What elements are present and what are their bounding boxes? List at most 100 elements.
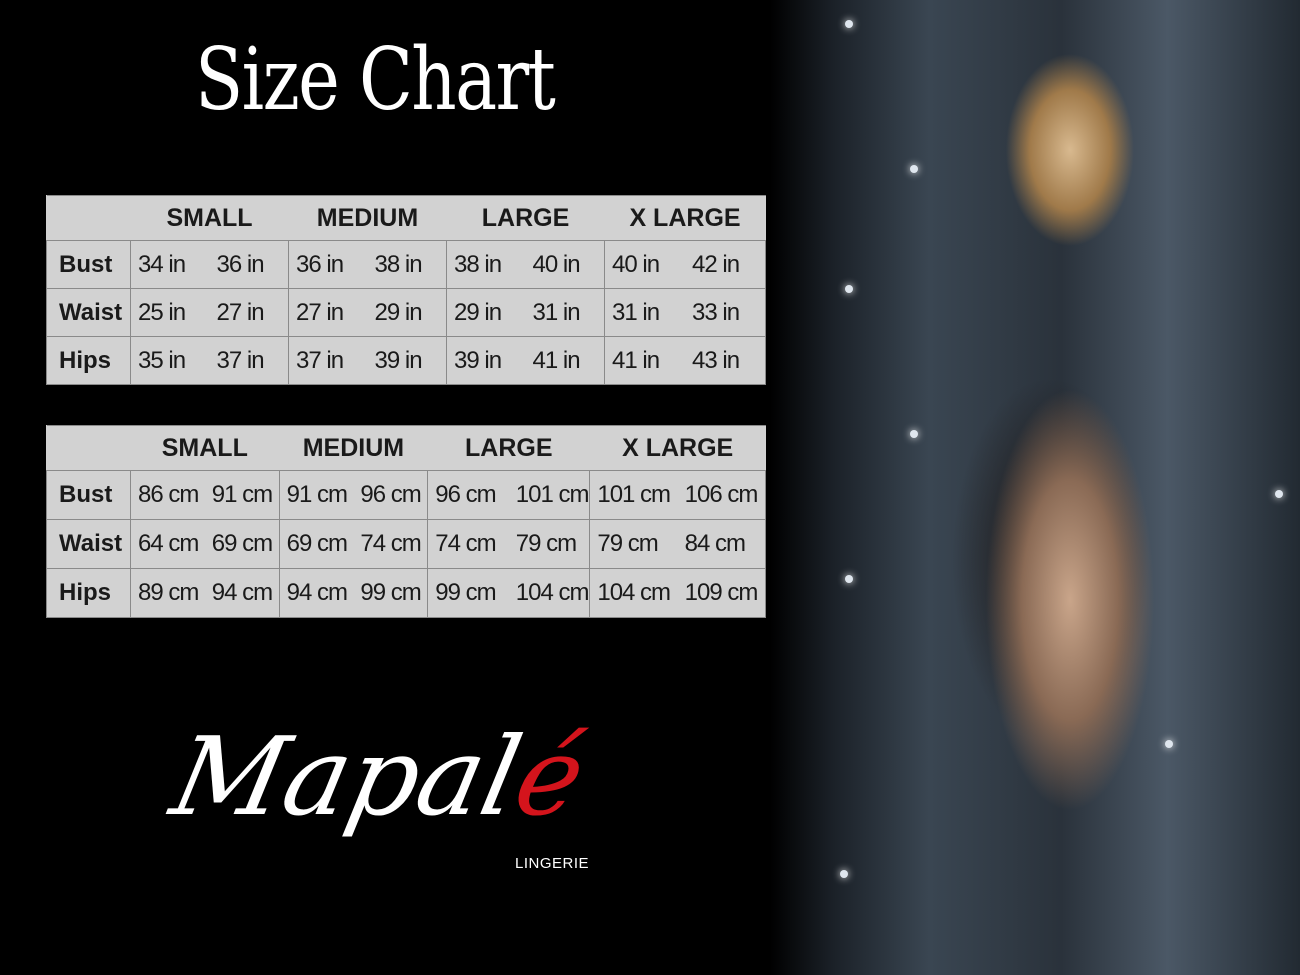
size-cell: 38 in 40 in bbox=[446, 240, 605, 289]
size-cell: 86 cm 91 cm bbox=[130, 470, 280, 520]
size-cell: 37 in 39 in bbox=[288, 336, 447, 385]
size-cell: 101 cm 106 cm bbox=[589, 470, 766, 520]
size-cell: 34 in 36 in bbox=[130, 240, 289, 289]
size-cell: 29 in 31 in bbox=[446, 288, 605, 337]
table-row: Bust 34 in 36 in 36 in 38 in 38 in 40 in 40 in 4… bbox=[46, 240, 766, 289]
brand-subtitle: LINGERIE bbox=[515, 855, 590, 872]
min-value: 99 cm bbox=[435, 579, 496, 606]
max-value: 31 in bbox=[532, 298, 581, 326]
min-value: 38 in bbox=[454, 250, 502, 278]
size-cell: 104 cm 109 cm bbox=[589, 568, 766, 618]
max-value: 29 in bbox=[374, 298, 423, 326]
table-row: Waist 64 cm 69 cm 69 cm 74 cm 74 cm 79 cm 79 cm… bbox=[46, 519, 766, 569]
max-value: 33 in bbox=[692, 298, 740, 326]
size-header: SMALL bbox=[130, 195, 289, 241]
min-value: 29 in bbox=[454, 298, 502, 326]
size-cell: 99 cm 104 cm bbox=[427, 568, 591, 618]
min-value: 64 cm bbox=[138, 530, 199, 557]
max-value: 69 cm bbox=[211, 530, 273, 557]
size-header: X LARGE bbox=[604, 195, 766, 241]
size-header: LARGE bbox=[446, 195, 605, 241]
table-row: Waist 25 in 27 in 27 in 29 in 29 in 31 in 31 in… bbox=[46, 288, 766, 337]
max-value: 99 cm bbox=[360, 579, 421, 606]
max-value: 91 cm bbox=[211, 481, 273, 508]
size-header: X LARGE bbox=[589, 425, 766, 471]
min-value: 86 cm bbox=[138, 481, 199, 508]
size-table-inches: SMALL MEDIUM LARGE X LARGE Bust 34 in 36 in 36 … bbox=[46, 195, 766, 385]
min-value: 89 cm bbox=[138, 579, 199, 606]
size-cell: 74 cm 79 cm bbox=[427, 519, 591, 569]
size-table-cm: SMALL MEDIUM LARGE X LARGE Bust 86 cm 91 cm 91 … bbox=[46, 425, 766, 618]
size-cell: 64 cm 69 cm bbox=[130, 519, 280, 569]
max-value: 84 cm bbox=[684, 530, 746, 557]
size-cell: 69 cm 74 cm bbox=[278, 519, 429, 569]
size-cell: 35 in 37 in bbox=[130, 336, 289, 385]
measurement-label: Hips bbox=[46, 568, 131, 618]
max-value: 39 in bbox=[374, 346, 423, 374]
table-row: Hips 35 in 37 in 37 in 39 in 39 in 41 in 41 in 4… bbox=[46, 336, 766, 385]
max-value: 40 in bbox=[532, 250, 581, 278]
max-value: 37 in bbox=[216, 346, 265, 374]
min-value: 36 in bbox=[296, 250, 344, 278]
min-value: 27 in bbox=[296, 298, 344, 326]
min-value: 31 in bbox=[612, 298, 660, 326]
max-value: 27 in bbox=[216, 298, 265, 326]
measurement-label: Hips bbox=[46, 336, 131, 385]
size-cell: 36 in 38 in bbox=[288, 240, 447, 289]
min-value: 101 cm bbox=[597, 481, 671, 508]
size-cell: 94 cm 99 cm bbox=[278, 568, 429, 618]
model-photo bbox=[770, 0, 1300, 975]
size-header: MEDIUM bbox=[279, 425, 428, 471]
measurement-label: Bust bbox=[46, 240, 131, 289]
min-value: 34 in bbox=[138, 250, 186, 278]
min-value: 69 cm bbox=[286, 530, 348, 557]
size-cell: 89 cm 94 cm bbox=[130, 568, 280, 618]
max-value: 96 cm bbox=[360, 481, 421, 508]
measurement-label: Waist bbox=[46, 288, 131, 337]
min-value: 35 in bbox=[138, 346, 186, 374]
brand-logo: Mapalé bbox=[161, 715, 596, 840]
max-value: 41 in bbox=[532, 346, 581, 374]
min-value: 39 in bbox=[454, 346, 502, 374]
header-row: SMALL MEDIUM LARGE X LARGE bbox=[46, 195, 766, 241]
size-header: MEDIUM bbox=[288, 195, 447, 241]
max-value: 74 cm bbox=[360, 530, 421, 557]
measurement-label: Waist bbox=[46, 519, 131, 569]
min-value: 104 cm bbox=[597, 579, 671, 606]
min-value: 79 cm bbox=[597, 530, 658, 557]
max-value: 79 cm bbox=[515, 530, 577, 557]
min-value: 40 in bbox=[612, 250, 660, 278]
size-cell: 27 in 29 in bbox=[288, 288, 447, 337]
min-value: 74 cm bbox=[435, 530, 496, 557]
size-cell: 41 in 43 in bbox=[604, 336, 766, 385]
max-value: 43 in bbox=[692, 346, 740, 374]
size-cell: 40 in 42 in bbox=[604, 240, 766, 289]
table-row: Hips 89 cm 94 cm 94 cm 99 cm 99 cm 104 cm 104 c… bbox=[46, 568, 766, 618]
min-value: 91 cm bbox=[286, 481, 348, 508]
min-value: 41 in bbox=[612, 346, 660, 374]
max-value: 109 cm bbox=[684, 579, 759, 606]
empty-header bbox=[46, 425, 131, 471]
header-row: SMALL MEDIUM LARGE X LARGE bbox=[46, 425, 766, 471]
measurement-label: Bust bbox=[46, 470, 131, 520]
page-title: Size Chart bbox=[195, 30, 556, 130]
size-cell: 79 cm 84 cm bbox=[589, 519, 766, 569]
min-value: 96 cm bbox=[435, 481, 496, 508]
max-value: 94 cm bbox=[211, 579, 273, 606]
size-cell: 96 cm 101 cm bbox=[427, 470, 591, 520]
size-header: LARGE bbox=[427, 425, 590, 471]
empty-header bbox=[46, 195, 131, 241]
max-value: 106 cm bbox=[684, 481, 759, 508]
table-row: Bust 86 cm 91 cm 91 cm 96 cm 96 cm 101 cm 101 c… bbox=[46, 470, 766, 520]
min-value: 25 in bbox=[138, 298, 186, 326]
size-cell: 25 in 27 in bbox=[130, 288, 289, 337]
size-header: SMALL bbox=[130, 425, 280, 471]
max-value: 42 in bbox=[692, 250, 740, 278]
size-cell: 91 cm 96 cm bbox=[278, 470, 429, 520]
size-cell: 31 in 33 in bbox=[604, 288, 766, 337]
max-value: 101 cm bbox=[515, 481, 590, 508]
min-value: 37 in bbox=[296, 346, 344, 374]
size-cell: 39 in 41 in bbox=[446, 336, 605, 385]
max-value: 36 in bbox=[216, 250, 265, 278]
max-value: 38 in bbox=[374, 250, 423, 278]
